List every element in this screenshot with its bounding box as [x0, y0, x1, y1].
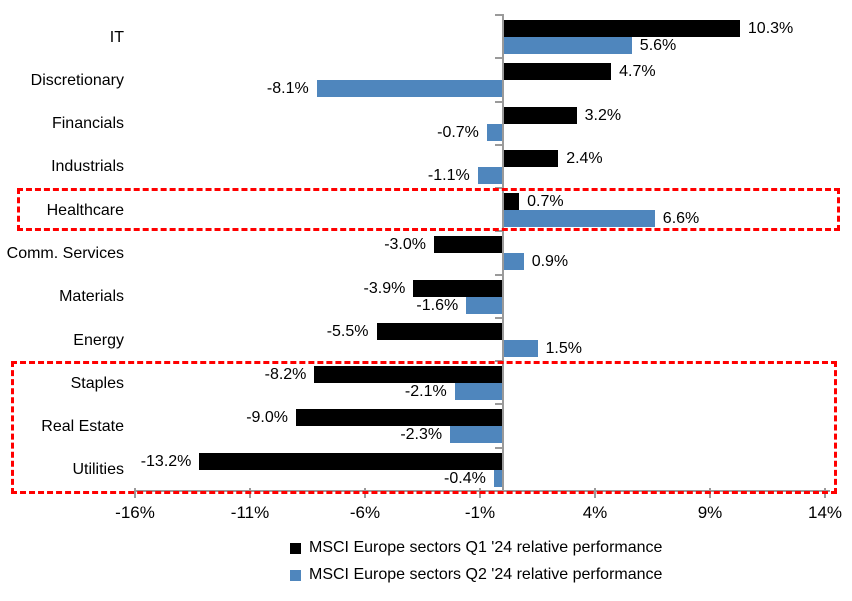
- q1-value-label: 2.4%: [566, 149, 603, 167]
- q2-bar-utilities: [493, 469, 503, 487]
- q1-bar-comm-services: [434, 236, 503, 254]
- q1-value-label: -8.2%: [264, 366, 307, 384]
- highlight-box-healthcare: [17, 188, 840, 232]
- q1-value-label: 3.2%: [584, 106, 622, 124]
- category-tick: [495, 316, 503, 319]
- x-axis-tick-label: -16%: [115, 503, 155, 522]
- legend-label-q2: MSCI Europe sectors Q2 '24 relative perf…: [309, 566, 663, 583]
- category-tick: [495, 57, 503, 60]
- q2-value-label: -8.1%: [266, 80, 309, 98]
- legend-item-q1: MSCI Europe sectors Q1 '24 relative perf…: [290, 538, 662, 558]
- y-axis-line: [502, 14, 504, 490]
- category-tick: [495, 230, 503, 233]
- q1-value-label: -3.0%: [384, 236, 426, 254]
- q2-value-label: -2.3%: [400, 426, 443, 444]
- q1-bar-industrials: [503, 149, 559, 167]
- q2-bar-staples: [454, 383, 503, 401]
- category-label-utilities: Utilities: [72, 461, 124, 479]
- q2-value-label: 5.6%: [639, 37, 677, 54]
- category-label-energy: Energy: [73, 331, 124, 349]
- category-tick: [495, 100, 503, 103]
- q1-bar-utilities: [199, 452, 503, 470]
- q2-value-label: -0.4%: [444, 469, 486, 487]
- q2-value-label: -1.1%: [427, 166, 470, 184]
- q2-value-label: 0.9%: [531, 253, 569, 271]
- q2-bar-energy: [503, 339, 538, 357]
- legend-item-q2: MSCI Europe sectors Q2 '24 relative perf…: [290, 565, 662, 585]
- category-tick: [495, 143, 503, 146]
- q2-bar-industrials: [477, 166, 503, 184]
- category-tick: [495, 446, 503, 449]
- q2-bar-real-estate: [450, 426, 503, 444]
- legend-label-q1: MSCI Europe sectors Q1 '24 relative perf…: [309, 539, 663, 556]
- category-tick: [495, 14, 503, 16]
- x-axis-tick-label: -1%: [464, 503, 496, 522]
- x-axis-tick-label: -6%: [349, 503, 381, 522]
- q1-bar-energy: [376, 322, 503, 340]
- highlight-box-staples: [11, 361, 837, 494]
- q2-value-label: -1.6%: [416, 296, 459, 314]
- q2-value-label: -0.7%: [437, 123, 479, 141]
- q1-bar-materials: [413, 279, 503, 297]
- q1-value-label: -3.9%: [363, 279, 406, 297]
- category-label-real-estate: Real Estate: [41, 418, 124, 436]
- q2-bar-healthcare: [503, 210, 655, 228]
- q2-value-label: 1.5%: [545, 339, 582, 357]
- legend-swatch-q2-icon: [290, 569, 301, 581]
- q1-bar-it: [503, 20, 740, 37]
- q2-bar-discretionary: [316, 80, 503, 98]
- q1-bar-staples: [314, 366, 503, 384]
- category-label-financials: Financials: [51, 115, 124, 133]
- category-label-materials: Materials: [59, 288, 124, 306]
- legend: MSCI Europe sectors Q1 '24 relative perf…: [290, 538, 662, 585]
- category-tick: [495, 403, 503, 406]
- q1-bar-discretionary: [503, 63, 612, 81]
- q1-value-label: -9.0%: [246, 409, 288, 427]
- q2-bar-materials: [466, 296, 503, 314]
- x-axis-tick-label: 4%: [582, 503, 608, 522]
- q1-value-label: -13.2%: [140, 452, 192, 470]
- q1-value-label: 4.7%: [619, 63, 656, 81]
- legend-swatch-q1-icon: [290, 542, 301, 554]
- q2-value-label: 6.6%: [662, 210, 700, 228]
- q2-bar-it: [503, 37, 632, 54]
- q1-bar-healthcare: [503, 193, 520, 211]
- x-axis-tick-label: 9%: [697, 503, 723, 522]
- category-label-healthcare: Healthcare: [46, 201, 124, 219]
- q1-bar-financials: [503, 106, 577, 124]
- x-axis-tick-label: 14%: [807, 503, 843, 522]
- category-label-staples: Staples: [70, 374, 124, 392]
- q2-value-label: -2.1%: [404, 383, 447, 401]
- q1-value-label: 10.3%: [747, 20, 794, 37]
- category-tick: [495, 273, 503, 276]
- category-label-it: IT: [109, 28, 124, 46]
- q1-value-label: -5.5%: [326, 322, 369, 340]
- q2-bar-financials: [486, 123, 503, 141]
- q1-value-label: 0.7%: [527, 193, 564, 211]
- category-label-comm-services: Comm. Services: [6, 245, 124, 262]
- category-label-industrials: Industrials: [51, 158, 124, 176]
- x-axis-tick-label: -11%: [230, 503, 270, 522]
- q1-bar-real-estate: [296, 409, 503, 427]
- category-label-discretionary: Discretionary: [30, 71, 124, 89]
- q2-bar-comm-services: [503, 253, 524, 271]
